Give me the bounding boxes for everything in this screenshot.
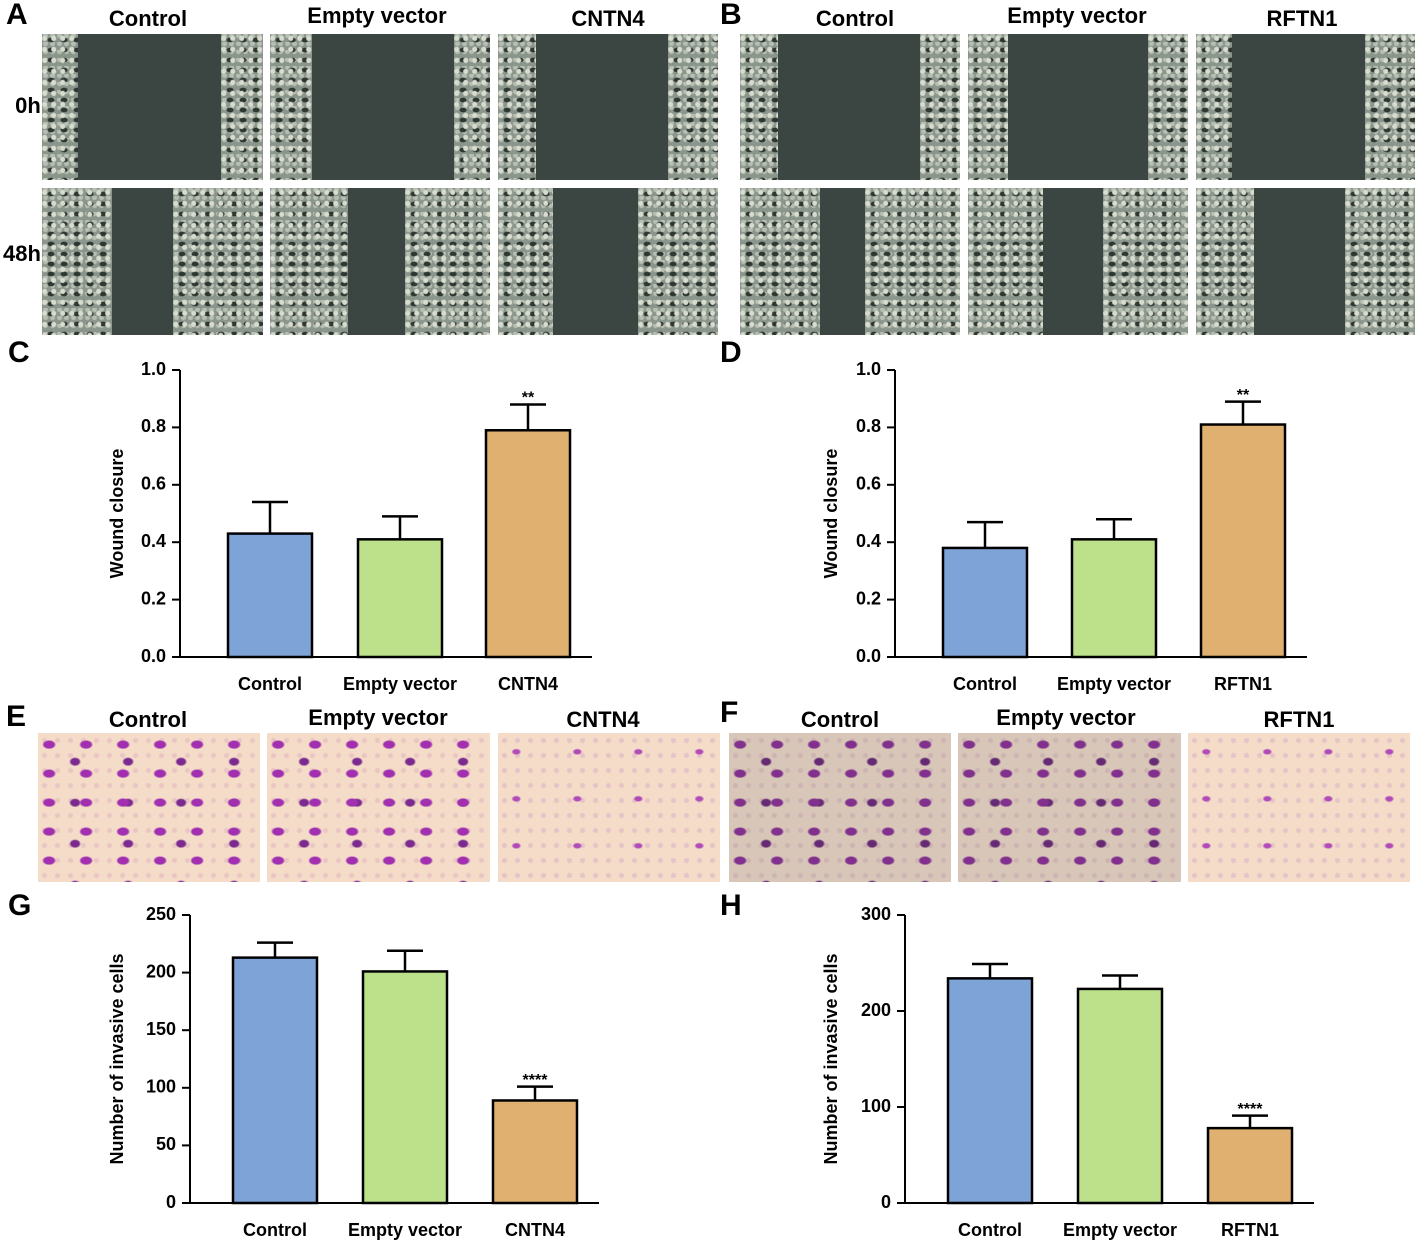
wound-image xyxy=(740,188,960,335)
bar xyxy=(491,1099,579,1205)
column-header: Empty vector xyxy=(307,3,447,28)
y-tick-label: 200 xyxy=(861,1000,891,1020)
column-header: RFTN1 xyxy=(1264,707,1335,732)
y-axis-label: Wound closure xyxy=(821,449,841,579)
y-tick-label: 0.2 xyxy=(856,588,881,608)
y-axis-label: Number of invasive cells xyxy=(821,953,841,1164)
column-header: Control xyxy=(109,6,187,31)
y-tick-label: 100 xyxy=(861,1096,891,1116)
row-label: 48h xyxy=(3,241,41,266)
panel-label: E xyxy=(6,700,26,733)
wound-image xyxy=(968,34,1188,180)
x-tick-label: Control xyxy=(238,674,302,694)
bar xyxy=(484,429,572,659)
y-tick-label: 1.0 xyxy=(856,359,881,379)
significance-label: **** xyxy=(523,1072,549,1089)
bar xyxy=(231,956,319,1205)
x-tick-label: RFTN1 xyxy=(1214,674,1272,694)
y-tick-label: 0.8 xyxy=(856,416,881,436)
column-header: Control xyxy=(801,707,879,732)
bar xyxy=(356,538,444,659)
wound-image xyxy=(498,34,718,180)
y-tick-label: 1.0 xyxy=(141,359,166,379)
y-tick-label: 0.8 xyxy=(141,416,166,436)
panel-label: G xyxy=(8,889,31,922)
bar xyxy=(1070,538,1158,659)
wound-image xyxy=(1196,34,1415,180)
bar xyxy=(946,977,1034,1205)
y-tick-label: 0.2 xyxy=(141,588,166,608)
column-header: Empty vector xyxy=(996,705,1136,730)
y-tick-label: 0.6 xyxy=(856,474,881,494)
invasion-image xyxy=(498,733,720,882)
y-tick-label: 0 xyxy=(881,1192,891,1212)
bar xyxy=(1206,1126,1294,1205)
column-header: Control xyxy=(816,6,894,31)
column-header: Empty vector xyxy=(1007,3,1147,28)
wound-image xyxy=(270,188,490,335)
bar xyxy=(1199,423,1287,659)
wound-image xyxy=(1196,188,1415,335)
significance-label: **** xyxy=(1238,1101,1264,1118)
x-tick-label: Control xyxy=(953,674,1017,694)
bar xyxy=(361,970,449,1205)
column-header: Empty vector xyxy=(308,705,448,730)
wound-image xyxy=(968,188,1188,335)
bar xyxy=(226,532,314,659)
wound-image xyxy=(42,34,263,180)
column-header: Control xyxy=(109,707,187,732)
panel-label: H xyxy=(720,889,742,922)
x-tick-label: Control xyxy=(243,1220,307,1240)
column-header: RFTN1 xyxy=(1267,6,1338,31)
y-tick-label: 300 xyxy=(861,904,891,924)
invasion-image xyxy=(729,733,951,882)
y-tick-label: 0.0 xyxy=(856,646,881,666)
y-axis-label: Wound closure xyxy=(107,449,127,579)
panel-label: D xyxy=(720,336,742,369)
significance-label: ** xyxy=(522,390,535,407)
bar xyxy=(1076,987,1164,1205)
bar xyxy=(941,546,1029,659)
y-tick-label: 50 xyxy=(156,1134,176,1154)
x-tick-label: Empty vector xyxy=(343,674,457,694)
row-label: 0h xyxy=(15,93,41,118)
panel-label: A xyxy=(6,0,28,31)
invasion-image xyxy=(38,733,260,882)
x-tick-label: Empty vector xyxy=(348,1220,462,1240)
invasion-image xyxy=(267,733,490,882)
x-tick-label: Control xyxy=(958,1220,1022,1240)
panel-label: B xyxy=(720,0,742,31)
x-tick-label: CNTN4 xyxy=(505,1220,565,1240)
y-tick-label: 0.6 xyxy=(141,474,166,494)
y-tick-label: 0.0 xyxy=(141,646,166,666)
y-tick-label: 100 xyxy=(146,1077,176,1097)
wound-image xyxy=(740,34,960,180)
y-tick-label: 150 xyxy=(146,1019,176,1039)
panel-label: F xyxy=(720,696,738,729)
y-tick-label: 250 xyxy=(146,904,176,924)
panel-label: C xyxy=(8,336,30,369)
invasion-image xyxy=(958,733,1181,882)
column-header: CNTN4 xyxy=(571,6,645,31)
invasion-image xyxy=(1188,733,1410,882)
x-tick-label: Empty vector xyxy=(1057,674,1171,694)
wound-image xyxy=(42,188,263,335)
wound-image xyxy=(498,188,718,335)
x-tick-label: CNTN4 xyxy=(498,674,558,694)
significance-label: ** xyxy=(1237,387,1250,404)
y-tick-label: 0.4 xyxy=(856,531,881,551)
y-tick-label: 0 xyxy=(166,1192,176,1212)
y-tick-label: 200 xyxy=(146,961,176,981)
y-tick-label: 0.4 xyxy=(141,531,166,551)
wound-image xyxy=(270,34,490,180)
x-tick-label: Empty vector xyxy=(1063,1220,1177,1240)
y-axis-label: Number of invasive cells xyxy=(107,953,127,1164)
x-tick-label: RFTN1 xyxy=(1221,1220,1279,1240)
column-header: CNTN4 xyxy=(566,707,640,732)
